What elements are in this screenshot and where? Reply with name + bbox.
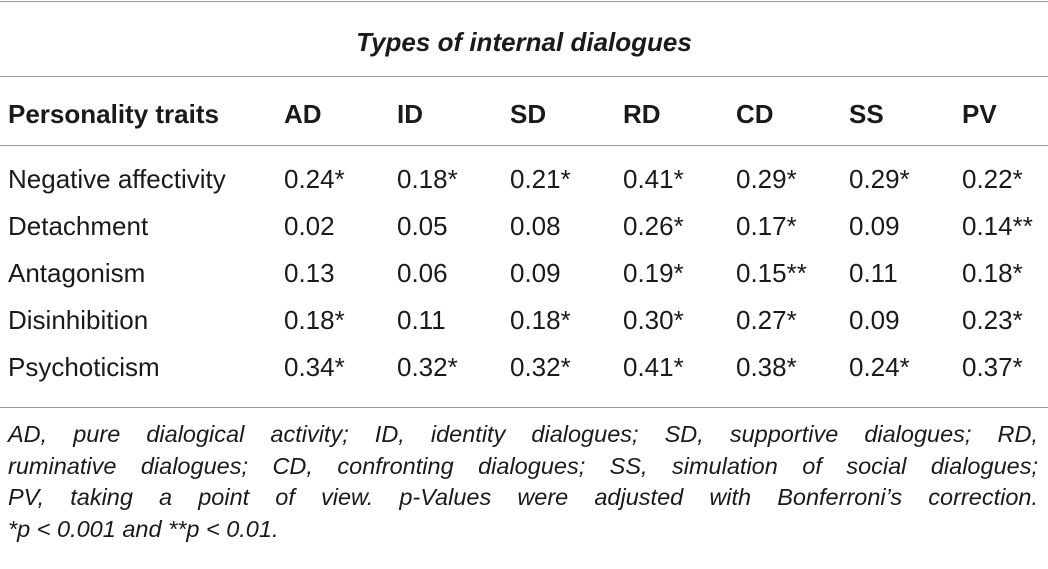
group-header: Types of internal dialogues [356, 27, 692, 57]
column-header: AD [284, 98, 322, 129]
group-header-rule [0, 76, 1048, 77]
trait-cell: Disinhibition [8, 305, 149, 335]
value-cell: 0.30* [623, 305, 684, 335]
value-cell: 0.18* [397, 164, 458, 194]
column-header: SS [849, 98, 884, 129]
value-cell: 0.24* [849, 352, 910, 382]
value-cell: 0.02 [284, 211, 335, 241]
table-row: Detachment 0.02 0.05 0.08 0.26* 0.17* 0.… [0, 203, 1048, 250]
column-header: SD [510, 98, 547, 129]
footnote-line: ruminative dialogues; CD, confronting di… [8, 452, 1038, 479]
column-header: PV [962, 98, 997, 129]
trait-cell: Psychoticism [8, 352, 160, 382]
value-cell: 0.38* [736, 352, 797, 382]
footnote-line: PV, taking a point of view. p-Values wer… [8, 484, 1038, 510]
value-cell: 0.09 [849, 305, 900, 335]
header-row: Personality traits AD ID SD RD CD SS PV [0, 84, 1048, 144]
value-cell: 0.14** [962, 211, 1033, 241]
column-header: RD [623, 98, 661, 129]
footnote-line: *p < 0.001 and **p < 0.01. [8, 515, 279, 542]
table-row: Disinhibition 0.18* 0.11 0.18* 0.30* 0.2… [0, 297, 1048, 344]
correlation-table: Personality traits AD ID SD RD CD SS PV … [0, 84, 1048, 391]
value-cell: 0.34* [284, 352, 345, 382]
value-cell: 0.32* [397, 352, 458, 382]
trait-cell: Detachment [8, 211, 149, 241]
column-header: CD [736, 98, 774, 129]
row-header: Personality traits [8, 98, 219, 129]
value-cell: 0.11 [849, 258, 898, 288]
value-cell: 0.18* [962, 258, 1023, 288]
value-cell: 0.11 [397, 305, 446, 335]
table-footnote: AD, pure dialogical activity; ID, identi… [8, 419, 1038, 545]
value-cell: 0.26* [623, 211, 684, 241]
value-cell: 0.21* [510, 164, 571, 194]
top-rule [0, 1, 1048, 2]
header-rule [0, 145, 1048, 146]
value-cell: 0.29* [736, 164, 797, 194]
table-row: Psychoticism 0.34* 0.32* 0.32* 0.41* 0.3… [0, 344, 1048, 391]
value-cell: 0.19* [623, 258, 684, 288]
value-cell: 0.32* [510, 352, 571, 382]
value-cell: 0.22* [962, 164, 1023, 194]
table-row: Antagonism 0.13 0.06 0.09 0.19* 0.15** 0… [0, 250, 1048, 297]
table-row: Negative affectivity 0.24* 0.18* 0.21* 0… [0, 144, 1048, 203]
value-cell: 0.23* [962, 305, 1023, 335]
footnote-line: AD, pure dialogical activity; ID, identi… [8, 421, 1038, 447]
value-cell: 0.18* [284, 305, 345, 335]
value-cell: 0.05 [397, 211, 448, 241]
value-cell: 0.41* [623, 352, 684, 382]
value-cell: 0.08 [510, 211, 561, 241]
value-cell: 0.06 [397, 258, 448, 288]
value-cell: 0.13 [284, 258, 335, 288]
value-cell: 0.09 [849, 211, 900, 241]
value-cell: 0.24* [284, 164, 345, 194]
value-cell: 0.15** [736, 258, 807, 288]
column-header: ID [397, 98, 423, 129]
value-cell: 0.18* [510, 305, 571, 335]
value-cell: 0.27* [736, 305, 797, 335]
value-cell: 0.37* [962, 352, 1023, 382]
trait-cell: Negative affectivity [8, 164, 226, 194]
value-cell: 0.17* [736, 211, 797, 241]
value-cell: 0.29* [849, 164, 910, 194]
value-cell: 0.09 [510, 258, 561, 288]
value-cell: 0.41* [623, 164, 684, 194]
bottom-rule [0, 407, 1048, 408]
trait-cell: Antagonism [8, 258, 146, 288]
